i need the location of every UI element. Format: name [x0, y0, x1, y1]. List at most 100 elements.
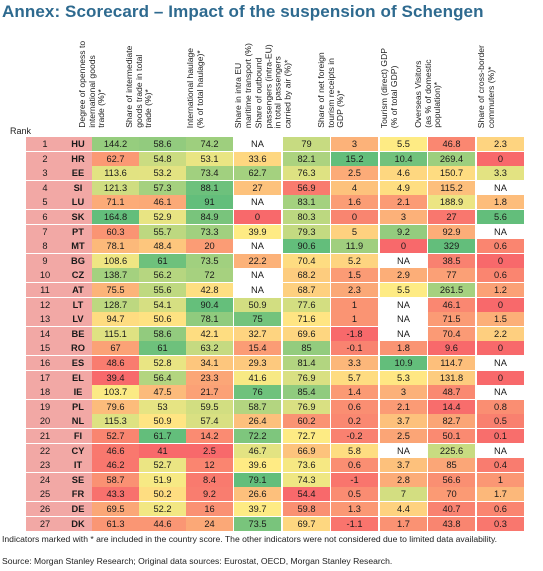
- value-cell: 3: [331, 137, 378, 151]
- country-cell: EL: [64, 370, 92, 385]
- row-divider: [26, 311, 522, 313]
- value-cell: 54.1: [139, 297, 186, 312]
- value-cell: 52.7: [139, 458, 186, 473]
- value-cell: 103.7: [92, 385, 139, 400]
- footnote: Indicators marked with * are included in…: [2, 534, 498, 544]
- value-cell: 115.2: [428, 180, 475, 195]
- value-cell: 115.3: [92, 414, 139, 429]
- country-cell: PT: [64, 224, 92, 239]
- value-cell: 0: [477, 297, 524, 312]
- value-cell: 58.6: [139, 137, 186, 151]
- value-cell: 77: [428, 268, 475, 283]
- value-cell: 0.6: [331, 399, 378, 414]
- value-cell: 71.1: [92, 195, 139, 210]
- value-cell: 79.1: [234, 472, 281, 487]
- country-cell: LU: [64, 195, 92, 210]
- column-header-line: commuters (%)*: [485, 66, 496, 128]
- value-cell: 261.5: [428, 283, 475, 297]
- value-cell: 72: [186, 268, 233, 283]
- value-cell: 10.4: [380, 151, 427, 166]
- value-cell: 61.7: [139, 429, 186, 443]
- column-header: Share of cross-border commuters (%)*: [476, 16, 496, 128]
- value-cell: 76.3: [283, 166, 330, 181]
- country-cell: SK: [64, 210, 92, 224]
- value-cell: 1.8: [380, 341, 427, 356]
- value-cell: 121.3: [92, 180, 139, 195]
- value-cell: 90.4: [186, 297, 233, 312]
- country-cell: FR: [64, 487, 92, 502]
- value-cell: 53: [139, 399, 186, 414]
- value-cell: 108.6: [92, 253, 139, 268]
- value-cell: 51.9: [139, 472, 186, 487]
- rank-cell: 18: [26, 385, 64, 400]
- country-cell: IT: [64, 458, 92, 473]
- value-cell: 0.8: [477, 399, 524, 414]
- value-cell: 50.9: [139, 414, 186, 429]
- value-cell: 3.7: [380, 414, 427, 429]
- value-cell: 0.6: [477, 268, 524, 283]
- value-cell: 5.2: [331, 253, 378, 268]
- value-cell: 44.6: [139, 516, 186, 531]
- column-header-line: GDP (%)*: [334, 90, 345, 128]
- value-cell: 4.4: [380, 502, 427, 516]
- country-cell: RO: [64, 341, 92, 356]
- value-cell: 1.7: [380, 516, 427, 531]
- value-cell: 0.3: [477, 516, 524, 531]
- page-title: Annex: Scorecard – Impact of the suspens…: [2, 2, 484, 21]
- rank-cell: 1: [26, 137, 64, 151]
- value-cell: 2.5: [331, 166, 378, 181]
- country-cell: AT: [64, 283, 92, 297]
- value-cell: 2.1: [380, 195, 427, 210]
- value-cell: 0: [477, 370, 524, 385]
- row-divider: [26, 209, 522, 211]
- value-cell: NA: [380, 312, 427, 327]
- value-cell: 69.7: [283, 516, 330, 531]
- rank-cell: 16: [26, 356, 64, 370]
- value-cell: 72.2: [234, 429, 281, 443]
- value-cell: 69.6: [283, 326, 330, 341]
- row-divider: [26, 501, 522, 503]
- value-cell: 79: [283, 137, 330, 151]
- value-cell: 1.3: [331, 502, 378, 516]
- country-cell: BE: [64, 326, 92, 341]
- value-cell: 9.2: [186, 487, 233, 502]
- value-cell: 39.7: [234, 502, 281, 516]
- value-cell: 12: [186, 458, 233, 473]
- value-cell: 70.4: [428, 326, 475, 341]
- value-cell: NA: [234, 195, 281, 210]
- value-cell: 71.5: [428, 312, 475, 327]
- value-cell: 76.9: [283, 399, 330, 414]
- value-cell: 78.1: [186, 312, 233, 327]
- value-cell: 56.6: [428, 472, 475, 487]
- value-cell: 4: [331, 180, 378, 195]
- value-cell: 76: [234, 385, 281, 400]
- value-cell: 76.9: [283, 370, 330, 385]
- value-cell: 46.7: [234, 443, 281, 458]
- value-cell: 1.2: [477, 283, 524, 297]
- row-divider: [26, 384, 522, 386]
- value-cell: -1.1: [331, 516, 378, 531]
- row-divider: [26, 472, 522, 474]
- value-cell: 56.2: [139, 268, 186, 283]
- value-cell: 164.8: [92, 210, 139, 224]
- value-cell: 150.7: [428, 166, 475, 181]
- rank-cell: 7: [26, 224, 64, 239]
- table-row: 17 EL 39.4 56.4 23.3 41.6 76.9 5.7 5.3 131.8 0: [0, 370, 543, 386]
- value-cell: 39.9: [234, 224, 281, 239]
- value-cell: 1.4: [331, 385, 378, 400]
- value-cell: 21.7: [186, 385, 233, 400]
- value-cell: 11.9: [331, 239, 378, 254]
- value-cell: 46.2: [92, 458, 139, 473]
- value-cell: 3: [380, 385, 427, 400]
- value-cell: 48.7: [428, 385, 475, 400]
- value-cell: 4.6: [380, 166, 427, 181]
- table-row: 13 LV 94.7 50.6 78.1 75 71.6 1 NA 71.5 1.5: [0, 312, 543, 327]
- rank-cell: 24: [26, 472, 64, 487]
- table-row: 8 MT 78.1 48.4 20 NA 90.6 11.9 0 329 0.6: [0, 239, 543, 254]
- value-cell: 71.6: [283, 312, 330, 327]
- column-header-line: trade (%)*: [95, 89, 106, 128]
- value-cell: NA: [477, 443, 524, 458]
- row-divider: [26, 282, 522, 284]
- rank-cell: 10: [26, 268, 64, 283]
- value-cell: 72.7: [283, 429, 330, 443]
